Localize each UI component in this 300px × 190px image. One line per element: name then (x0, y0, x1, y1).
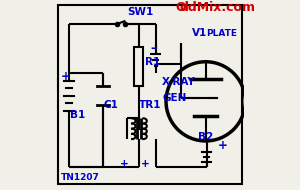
Text: ddMix.com: ddMix.com (180, 2, 256, 14)
Text: TR1: TR1 (139, 100, 161, 110)
Text: V1: V1 (191, 28, 207, 38)
Text: SW1: SW1 (128, 7, 154, 17)
Text: +: + (141, 159, 150, 169)
Text: X-RAY: X-RAY (161, 78, 195, 87)
Text: GEN: GEN (162, 93, 187, 103)
Text: +: + (218, 139, 228, 152)
Text: B2: B2 (198, 132, 213, 142)
Text: –: – (150, 42, 156, 55)
Text: C1: C1 (104, 100, 119, 110)
Text: TN1207: TN1207 (60, 173, 99, 182)
Text: +: + (120, 159, 129, 169)
Text: O: O (176, 2, 186, 14)
Text: +: + (61, 70, 71, 83)
Bar (134, 47, 143, 86)
Text: R1: R1 (145, 57, 160, 67)
Text: B1: B1 (70, 110, 85, 120)
Text: PLATE: PLATE (206, 29, 237, 38)
